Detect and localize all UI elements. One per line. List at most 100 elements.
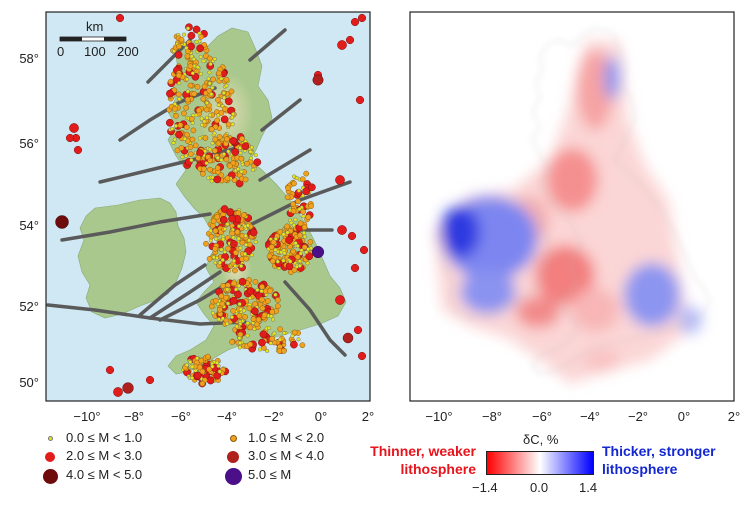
earthquake-marker — [175, 72, 182, 79]
earthquake-marker — [237, 302, 242, 307]
earthquake-marker — [270, 239, 277, 246]
earthquake-marker — [220, 115, 229, 124]
earthquake-marker — [219, 216, 228, 224]
legend-swatch — [43, 469, 58, 484]
earthquake-marker — [301, 230, 307, 235]
earthquake-marker — [170, 126, 175, 131]
latitude-labels: 58° 56° 54° 52° 50° — [19, 51, 39, 390]
scale-unit: km — [86, 19, 103, 34]
earthquake-marker — [259, 296, 265, 303]
earthquake-marker — [229, 339, 235, 345]
earthquake-marker — [222, 106, 228, 112]
earthquake-marker — [195, 65, 200, 70]
earthquake-marker — [215, 155, 220, 160]
earthquake-marker — [278, 337, 283, 342]
earthquake-marker — [252, 278, 259, 285]
earthquake-marker — [237, 335, 242, 341]
earthquake-marker — [223, 156, 230, 163]
legend-swatch — [45, 452, 55, 462]
legend-label: 0.0 ≤ M < 1.0 — [66, 430, 143, 445]
legend-label: 5.0 ≤ M — [248, 467, 292, 482]
scale-bar: km 0 100 200 — [57, 19, 139, 59]
earthquake-marker — [255, 287, 260, 292]
earthquake-marker — [199, 170, 206, 177]
earthquake-marker — [296, 337, 301, 342]
lon-label: 2° — [728, 409, 740, 424]
earthquake-marker — [218, 293, 225, 299]
earthquake-marker — [206, 76, 211, 81]
earthquake-marker — [234, 324, 239, 329]
earthquake-marker — [213, 371, 222, 380]
earthquake-marker — [229, 296, 238, 305]
earthquake-marker — [241, 142, 250, 151]
earthquake-marker — [217, 369, 222, 374]
earthquake-marker — [261, 312, 268, 318]
earthquake-marker — [268, 341, 273, 346]
colorbar-max: 1.4 — [579, 480, 598, 495]
earthquake-marker — [335, 295, 345, 305]
scale-tick-200: 200 — [117, 44, 139, 59]
earthquake-marker — [291, 266, 298, 273]
earthquake-marker — [238, 150, 243, 156]
earthquake-marker — [55, 215, 69, 229]
earthquake-marker — [223, 76, 230, 83]
earthquake-marker — [223, 227, 228, 232]
earthquake-marker — [290, 340, 298, 349]
earthquake-marker — [214, 213, 220, 220]
earthquake-marker — [285, 230, 290, 235]
earthquake-marker — [285, 236, 293, 244]
earthquake-marker — [236, 283, 241, 288]
legend-swatch — [225, 468, 242, 485]
earthquake-marker — [69, 123, 79, 133]
earthquake-marker — [342, 332, 354, 344]
thick-caption-line1: Thicker, stronger — [602, 443, 716, 459]
earthquake-marker — [243, 233, 248, 238]
earthquake-marker — [252, 301, 258, 307]
lat-label: 58° — [19, 51, 39, 66]
earthquake-marker — [187, 82, 194, 89]
lon-label: −6° — [171, 409, 191, 424]
legend-label: 4.0 ≤ M < 5.0 — [66, 467, 143, 482]
thin-caption-line1: Thinner, weaker — [370, 443, 476, 459]
earthquake-marker — [269, 314, 274, 319]
earthquake-marker — [216, 363, 221, 369]
earthquake-marker — [258, 338, 266, 347]
earthquake-marker — [277, 326, 284, 333]
legend-swatch — [227, 451, 239, 463]
earthquake-marker — [183, 104, 190, 111]
earthquake-marker — [191, 57, 196, 62]
earthquake-marker — [246, 305, 253, 312]
thick-caption-line2: lithosphere — [602, 461, 678, 477]
lat-label: 50° — [19, 375, 39, 390]
earthquake-marker — [290, 208, 297, 214]
earthquake-marker — [347, 231, 357, 241]
colorbar — [486, 451, 594, 475]
earthquake-marker — [211, 255, 216, 260]
earthquake-marker — [185, 89, 190, 94]
earthquake-marker — [194, 39, 199, 44]
lon-label: −8° — [482, 409, 502, 424]
earthquake-marker — [335, 175, 345, 185]
earthquake-marker — [231, 112, 236, 117]
earthquake-marker — [193, 371, 202, 380]
earthquake-marker — [207, 81, 212, 86]
earthquake-marker — [300, 208, 307, 215]
earthquake-marker — [244, 160, 250, 167]
earthquake-marker — [239, 263, 244, 269]
seismicity-map: km 0 100 200 58° 56° 54° 52° 50° −10° −8… — [19, 11, 374, 485]
earthquake-marker — [222, 95, 227, 100]
earthquake-marker — [247, 238, 252, 243]
longitude-labels: −10° −8° −6° −4° −2° 0° 2° — [73, 409, 374, 424]
earthquake-marker — [239, 239, 246, 246]
earthquake-marker — [225, 222, 230, 227]
earthquake-marker — [225, 321, 230, 326]
earthquake-marker — [212, 245, 218, 252]
earthquake-marker — [255, 316, 262, 323]
lithosphere-map: −10° −8° −6° −4° −2° 0° 2° Thinner, weak… — [370, 0, 754, 511]
earthquake-marker — [220, 205, 229, 213]
earthquake-marker — [248, 149, 253, 154]
earthquake-marker — [311, 245, 325, 259]
earthquake-marker — [207, 147, 212, 152]
earthquake-marker — [210, 76, 216, 83]
earthquake-marker — [285, 262, 294, 271]
